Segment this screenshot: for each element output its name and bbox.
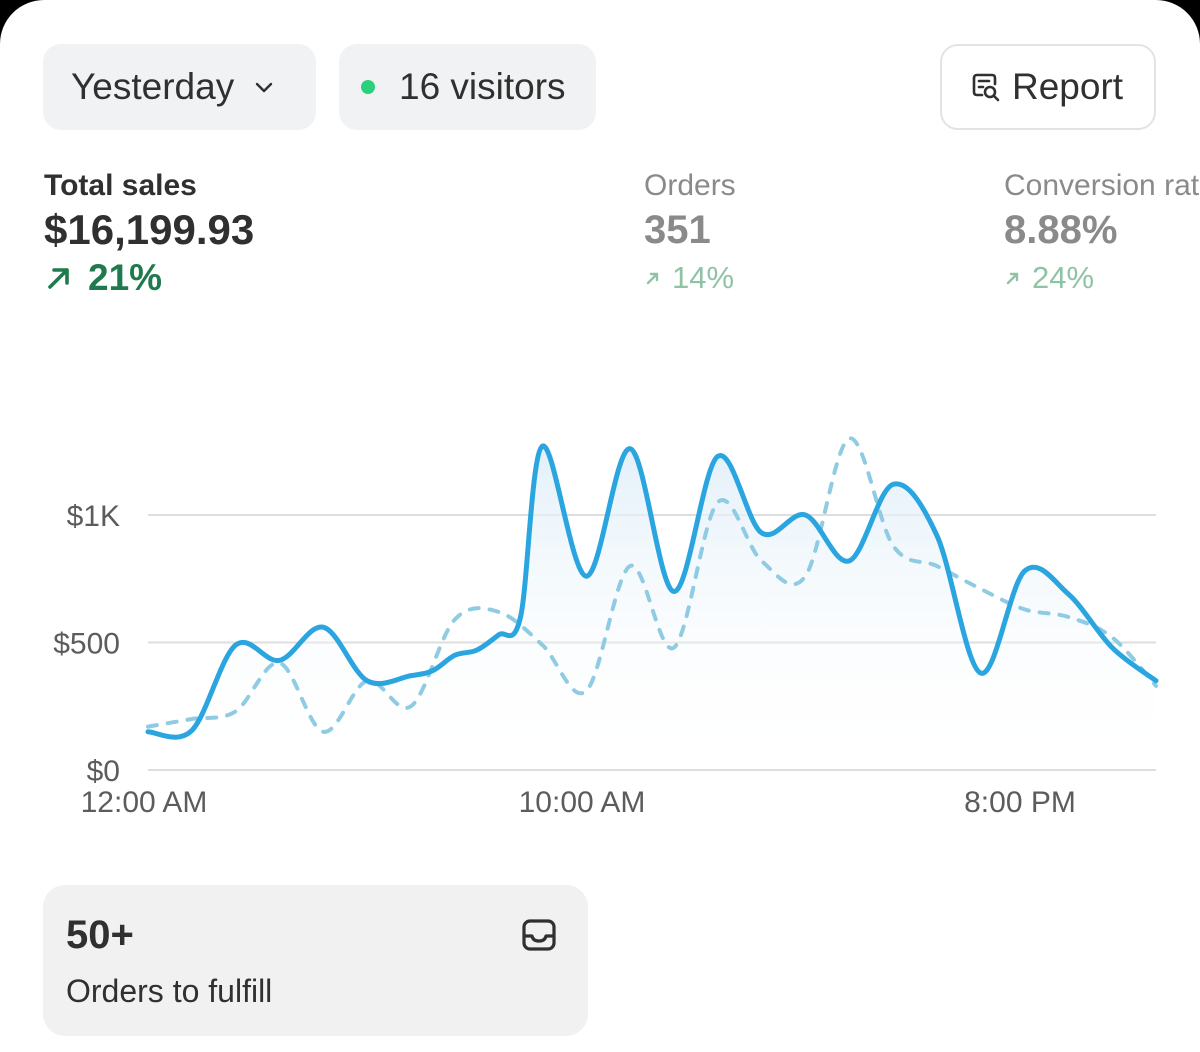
date-range-label: Yesterday bbox=[71, 66, 235, 107]
y-tick-label: $1K bbox=[67, 500, 120, 533]
metric-delta: 24% bbox=[1004, 256, 1200, 300]
live-visitors-button[interactable]: 16 visitors bbox=[339, 44, 596, 130]
metric-delta: 14% bbox=[644, 256, 736, 300]
metric-label: Conversion rate bbox=[1004, 169, 1200, 202]
chevron-down-icon bbox=[256, 82, 273, 93]
series-area-fill bbox=[148, 445, 1156, 770]
metric-delta-value: 14% bbox=[672, 260, 735, 295]
metric-total-sales[interactable]: Total sales $16,199.93 21% bbox=[44, 168, 254, 300]
live-status-dot bbox=[361, 80, 375, 94]
metric-label: Total sales bbox=[44, 169, 197, 202]
inbox-icon bbox=[522, 919, 556, 951]
series-line-previous bbox=[146, 436, 1158, 734]
arrow-up-right-icon bbox=[48, 268, 69, 289]
metric-conversion-rate[interactable]: Conversion rate 8.88% 24% bbox=[1004, 168, 1200, 300]
metric-delta-value: 24% bbox=[1032, 260, 1095, 295]
x-tick-label: 8:00 PM bbox=[964, 786, 1076, 819]
metric-delta: 21% bbox=[44, 256, 254, 300]
visitors-label: 16 visitors bbox=[399, 66, 566, 107]
fulfill-label: Orders to fulfill bbox=[66, 973, 273, 1009]
y-tick-label: $0 bbox=[87, 755, 120, 788]
metric-value: 8.88% bbox=[1004, 208, 1118, 252]
arrow-up-right-icon bbox=[1006, 272, 1019, 285]
report-button[interactable]: Report bbox=[940, 44, 1156, 130]
arrow-up-right-icon bbox=[646, 272, 659, 285]
y-tick-label: $500 bbox=[53, 628, 120, 661]
metric-label: Orders bbox=[644, 169, 736, 202]
metric-value: $16,199.93 bbox=[44, 206, 255, 253]
date-range-selector[interactable]: Yesterday bbox=[43, 44, 316, 130]
metric-value: 351 bbox=[644, 208, 711, 252]
metric-orders[interactable]: Orders 351 14% bbox=[644, 168, 736, 300]
report-search-icon bbox=[972, 73, 1000, 102]
metric-delta-value: 21% bbox=[88, 257, 163, 298]
sales-line-chart[interactable]: $0 $500 $1K 12:00 AM 10:00 AM 8:00 PM bbox=[0, 400, 1200, 840]
x-tick-label: 10:00 AM bbox=[519, 786, 646, 819]
x-tick-label: 12:00 AM bbox=[81, 786, 208, 819]
report-label: Report bbox=[1012, 66, 1124, 107]
fulfill-count: 50+ bbox=[66, 913, 134, 957]
series-line-current bbox=[145, 443, 1159, 740]
orders-to-fulfill-card[interactable]: 50+ Orders to fulfill bbox=[43, 885, 588, 1036]
